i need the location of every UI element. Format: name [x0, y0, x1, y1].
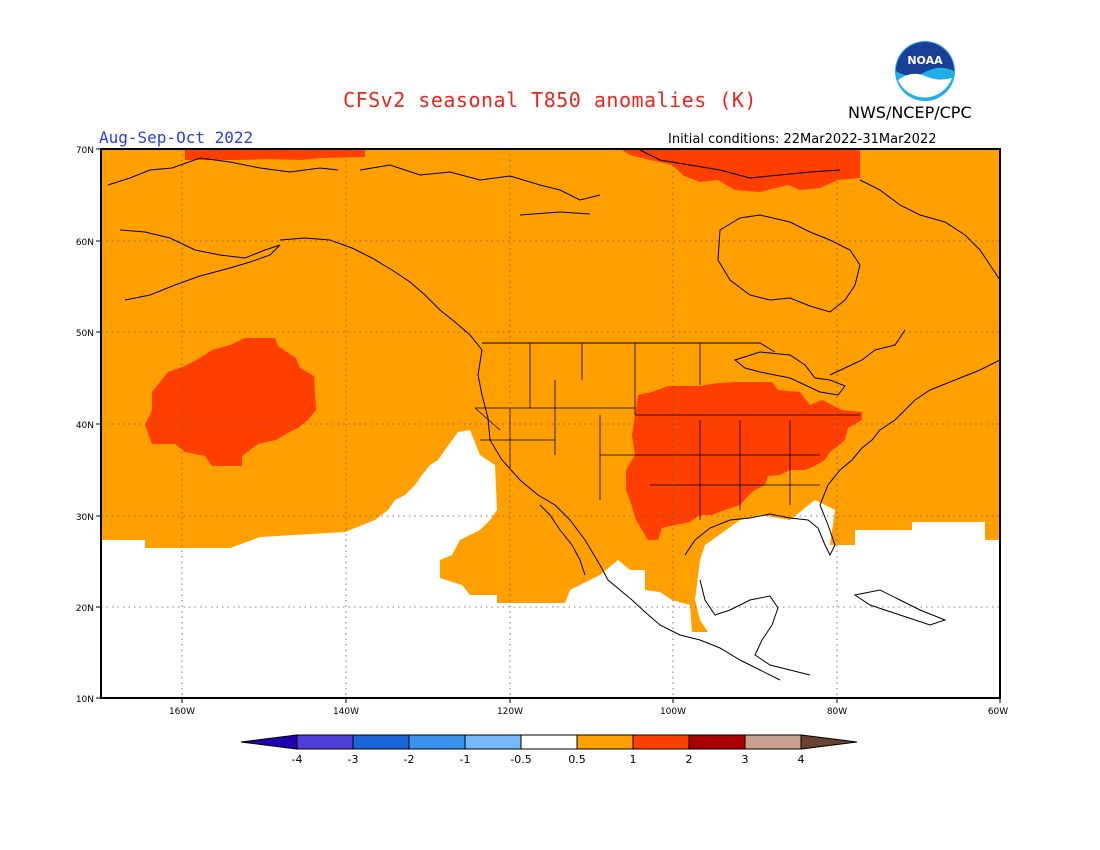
anomaly-field: [101, 149, 1000, 698]
colorbar-label: 2: [686, 753, 693, 766]
lat-label: 10N: [76, 695, 94, 705]
lon-label: 160W: [169, 707, 195, 717]
colorbar-swatch: [688, 734, 746, 750]
map-title: CFSv2 seasonal T850 anomalies (K): [343, 88, 757, 112]
organization-label: NWS/NCEP/CPC: [848, 103, 972, 122]
colorbar-end-high: [800, 734, 858, 750]
lon-labels: 160W 140W 120W 100W 80W 60W: [169, 707, 1008, 717]
lon-label: 140W: [333, 707, 359, 717]
anomaly-region-red-pacific: [145, 338, 316, 466]
axis-ticks: [96, 148, 1001, 703]
colorbar-swatch: [744, 734, 802, 750]
colorbar-swatch: [408, 734, 466, 750]
lat-label: 70N: [76, 146, 94, 156]
lon-label: 100W: [660, 707, 686, 717]
colorbar-label: 4: [798, 753, 805, 766]
lat-label: 20N: [76, 604, 94, 614]
lat-label: 60N: [76, 238, 94, 248]
graticule: [101, 149, 1000, 698]
colorbar-label: -2: [404, 753, 415, 766]
state-lines: [474, 343, 860, 520]
season-label: Aug-Sep-Oct 2022: [99, 128, 254, 147]
lon-label: 80W: [827, 707, 847, 717]
colorbar-swatch: [576, 734, 634, 750]
coastlines: [107, 149, 1000, 681]
anomaly-region-orange: [101, 149, 1000, 632]
colorbar-end-low: [240, 734, 298, 750]
logo-text: NOAA: [907, 54, 943, 67]
lon-label: 120W: [497, 707, 523, 717]
colorbar-label: 1: [630, 753, 637, 766]
colorbar-swatch: [464, 734, 522, 750]
us-canada-border: [482, 329, 906, 376]
anomaly-region-red-arctic: [185, 149, 365, 160]
colorbar-label: 3: [742, 753, 749, 766]
noaa-logo: NOAA: [895, 41, 955, 101]
colorbar-swatch: [296, 734, 354, 750]
colorbar-label: -1: [460, 753, 471, 766]
initial-conditions-label: Initial conditions: 22Mar2022-31Mar2022: [668, 132, 937, 147]
colorbar: -4 -3 -2 -1 -0.5 0.5 1 2 3 4: [240, 734, 858, 766]
coastline-north: [359, 149, 1000, 313]
colorbar-label: 0.5: [568, 753, 586, 766]
lon-label: 60W: [988, 707, 1008, 717]
colorbar-swatch: [520, 734, 578, 750]
colorbar-swatch: [352, 734, 410, 750]
anomaly-region-red-quebec: [620, 149, 860, 192]
colorbar-swatch: [632, 734, 690, 750]
coastline-east: [684, 359, 1000, 676]
anomaly-region-red-us: [626, 382, 862, 540]
colorbar-label: -0.5: [510, 753, 531, 766]
lat-label: 40N: [76, 421, 94, 431]
lat-label: 50N: [76, 329, 94, 339]
colorbar-label: -3: [348, 753, 359, 766]
great-lakes: [733, 351, 846, 396]
lat-label: 30N: [76, 513, 94, 523]
coastline-west: [107, 157, 781, 681]
colorbar-label: -4: [292, 753, 303, 766]
lat-labels: 70N 60N 50N 40N 30N 20N 10N: [76, 146, 94, 705]
